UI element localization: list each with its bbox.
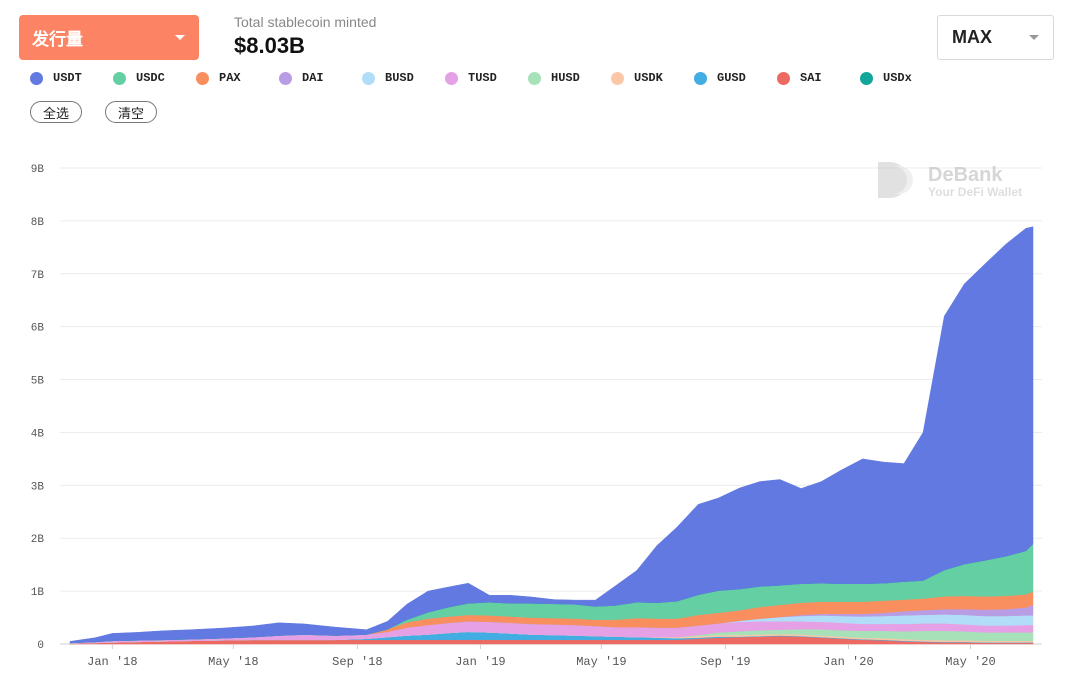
legend-dot-icon <box>777 71 790 85</box>
x-axis-ticks: Jan '18 May '18 Sep '18 Jan '19 May '19 Sep '… <box>87 644 996 669</box>
y-tick-label: 7B <box>31 270 45 282</box>
x-tick-label: Jan '18 <box>87 655 137 669</box>
y-tick-label: 3B <box>31 481 45 493</box>
legend: USDT USDC PAX DAI BUSD TUSD HUSD USDK GUSD SAI USD… <box>30 71 943 85</box>
select-all-button[interactable]: 全选 <box>30 101 82 123</box>
legend-label: PAX <box>219 71 241 85</box>
total-value: $8.03B <box>234 33 305 58</box>
x-tick-label: Sep '18 <box>332 655 382 669</box>
total-summary: Total stablecoin minted $8.03B <box>234 14 376 59</box>
x-tick-label: Jan '20 <box>823 655 873 669</box>
x-tick-label: May '19 <box>576 655 626 669</box>
range-select[interactable]: MAX <box>937 15 1054 60</box>
y-tick-label: 1B <box>31 587 45 599</box>
y-tick-label: 0 <box>37 640 44 652</box>
x-tick-label: May '18 <box>208 655 258 669</box>
legend-item-husd[interactable]: HUSD <box>528 71 611 85</box>
legend-dot-icon <box>528 71 541 85</box>
legend-dot-icon <box>196 71 209 85</box>
legend-label: USDT <box>53 71 82 85</box>
legend-dot-icon <box>611 71 624 85</box>
legend-label: USDx <box>883 71 912 85</box>
legend-dot-icon <box>860 71 873 85</box>
legend-dot-icon <box>30 71 43 85</box>
legend-dot-icon <box>445 71 458 85</box>
legend-label: HUSD <box>551 71 580 85</box>
chevron-down-icon <box>1029 35 1039 40</box>
y-tick-label: 5B <box>31 376 45 388</box>
legend-label: GUSD <box>717 71 746 85</box>
legend-item-usdx[interactable]: USDx <box>860 71 943 85</box>
legend-label: USDK <box>634 71 663 85</box>
y-tick-label: 8B <box>31 217 45 229</box>
y-tick-label: 6B <box>31 323 45 335</box>
legend-label: SAI <box>800 71 822 85</box>
y-tick-label: 9B <box>31 164 45 176</box>
legend-label: TUSD <box>468 71 497 85</box>
total-caption: Total stablecoin minted <box>234 14 377 30</box>
legend-dot-icon <box>279 71 292 85</box>
legend-dot-icon <box>362 71 375 85</box>
watermark-brand: DeBank <box>928 164 1003 186</box>
legend-item-sai[interactable]: SAI <box>777 71 860 85</box>
legend-item-usdk[interactable]: USDK <box>611 71 694 85</box>
clear-button[interactable]: 清空 <box>105 101 157 123</box>
area-series-usdt <box>69 226 1034 644</box>
metric-select[interactable]: 发行量 <box>19 15 199 60</box>
legend-dot-icon <box>113 71 126 85</box>
legend-item-tusd[interactable]: TUSD <box>445 71 528 85</box>
legend-item-usdc[interactable]: USDC <box>113 71 196 85</box>
x-tick-label: Sep '19 <box>700 655 750 669</box>
y-tick-label: 2B <box>31 534 45 546</box>
legend-label: USDC <box>136 71 165 85</box>
watermark-tagline: Your DeFi Wallet <box>928 185 1022 199</box>
metric-select-label: 发行量 <box>32 30 83 50</box>
legend-dot-icon <box>694 71 707 85</box>
legend-label: BUSD <box>385 71 414 85</box>
debank-logo-icon <box>878 162 913 198</box>
legend-item-dai[interactable]: DAI <box>279 71 362 85</box>
legend-item-usdt[interactable]: USDT <box>30 71 113 85</box>
range-select-label: MAX <box>952 27 992 47</box>
legend-item-busd[interactable]: BUSD <box>362 71 445 85</box>
x-tick-label: Jan '19 <box>455 655 505 669</box>
legend-label: DAI <box>302 71 324 85</box>
legend-item-gusd[interactable]: GUSD <box>694 71 777 85</box>
y-axis-ticks: 0 1B 2B 3B 4B 5B 6B 7B 8B 9B <box>31 164 45 652</box>
chart-areas <box>69 226 1034 645</box>
x-tick-label: May '20 <box>945 655 995 669</box>
y-tick-label: 4B <box>31 428 45 440</box>
chevron-down-icon <box>175 35 185 40</box>
watermark: DeBank Your DeFi Wallet <box>878 162 1022 199</box>
legend-item-pax[interactable]: PAX <box>196 71 279 85</box>
